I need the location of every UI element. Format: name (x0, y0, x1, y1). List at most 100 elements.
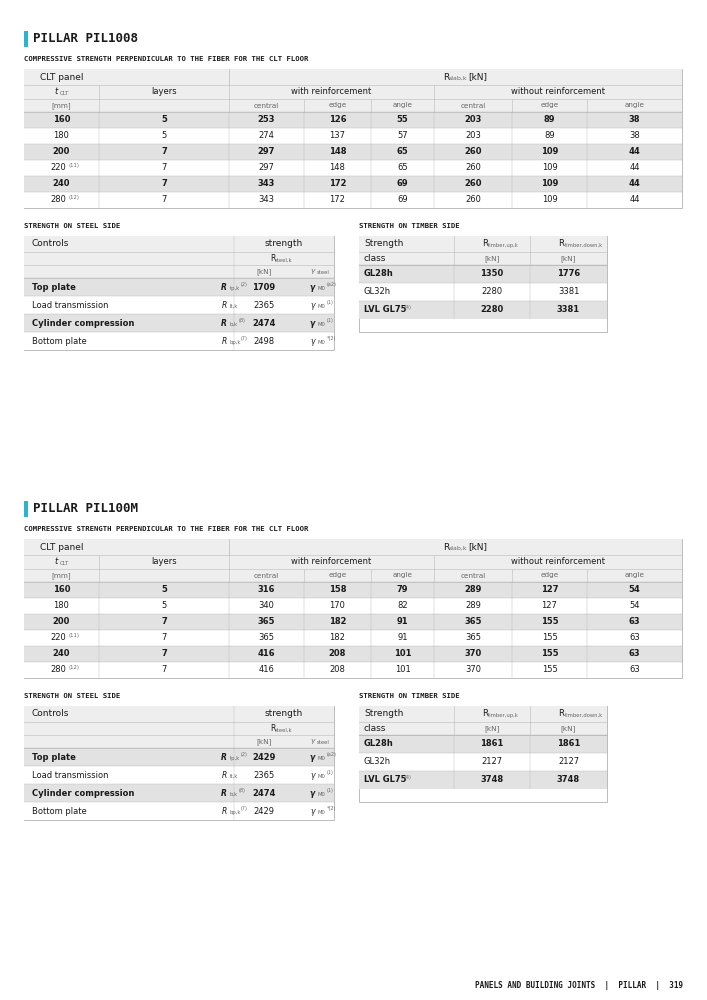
Text: *(2): *(2) (327, 336, 337, 341)
Text: M0: M0 (317, 792, 325, 797)
Text: γ: γ (310, 282, 315, 292)
Text: COMPRESSIVE STRENGTH PERPENDICULAR TO THE FIBER FOR THE CLT FLOOR: COMPRESSIVE STRENGTH PERPENDICULAR TO TH… (24, 526, 308, 532)
Text: CLT panel: CLT panel (40, 73, 83, 82)
Bar (24, 662, 682, 678)
Text: PANELS AND BUILDING JOINTS  |  PILLAR  |  319: PANELS AND BUILDING JOINTS | PILLAR | 31… (475, 982, 683, 990)
Text: 82: 82 (397, 601, 408, 610)
Text: γ: γ (310, 788, 315, 798)
Bar (24, 144, 682, 160)
Text: 38: 38 (629, 115, 641, 124)
Text: 200: 200 (53, 147, 70, 156)
Text: 220: 220 (51, 634, 66, 643)
Text: 343: 343 (259, 196, 274, 205)
Bar (24, 646, 682, 662)
Text: 274: 274 (259, 131, 274, 140)
Text: (1): (1) (327, 300, 334, 305)
Text: 148: 148 (329, 147, 346, 156)
Text: 137: 137 (329, 131, 346, 140)
Text: 182: 182 (329, 617, 346, 626)
Bar (24, 128, 682, 144)
Text: 343: 343 (258, 180, 275, 188)
Text: 5: 5 (161, 115, 167, 124)
Text: 155: 155 (541, 650, 559, 658)
Text: R: R (222, 770, 227, 780)
Text: 172: 172 (329, 180, 346, 188)
Text: CLT: CLT (59, 91, 69, 96)
Text: Top plate: Top plate (32, 752, 76, 762)
Bar (24, 598, 682, 614)
Text: Load transmission: Load transmission (32, 300, 108, 310)
Text: 260: 260 (465, 163, 481, 172)
Text: Bottom plate: Bottom plate (32, 806, 87, 816)
Text: 160: 160 (53, 585, 70, 594)
Text: bp,k: bp,k (230, 810, 242, 815)
Bar (229, 539, 682, 555)
Text: strength: strength (265, 239, 303, 248)
Bar (24, 236, 334, 252)
Text: 3748: 3748 (557, 776, 580, 784)
Text: 109: 109 (542, 196, 557, 205)
Text: t: t (54, 558, 57, 566)
Text: 3381: 3381 (557, 306, 580, 314)
Text: GL28h: GL28h (364, 740, 394, 748)
Text: 89: 89 (544, 115, 555, 124)
Text: R: R (443, 73, 450, 82)
Text: M0: M0 (317, 774, 325, 779)
Text: STRENGTH ON TIMBER SIDE: STRENGTH ON TIMBER SIDE (359, 223, 460, 229)
Text: CLT panel: CLT panel (40, 542, 83, 552)
Text: 89: 89 (544, 131, 555, 140)
Bar (24, 314, 334, 332)
Text: 203: 203 (464, 115, 481, 124)
Text: edge: edge (540, 572, 559, 578)
Text: 289: 289 (465, 601, 481, 610)
Text: R: R (222, 336, 227, 346)
Text: slab,k: slab,k (448, 546, 467, 551)
Text: strength: strength (265, 710, 303, 718)
Text: tp,k: tp,k (230, 286, 240, 291)
Text: angle: angle (624, 572, 645, 578)
Text: 280: 280 (51, 666, 66, 674)
Text: 5: 5 (161, 585, 167, 594)
Text: PILLAR PIL100M: PILLAR PIL100M (33, 502, 138, 514)
Text: *(2): *(2) (327, 806, 337, 811)
Text: γ: γ (310, 752, 315, 762)
Text: M0: M0 (317, 340, 325, 345)
Text: [mm]: [mm] (52, 572, 71, 579)
Text: 208: 208 (329, 650, 346, 658)
Text: 69: 69 (397, 196, 408, 205)
Text: 1709: 1709 (252, 282, 276, 292)
Bar (24, 160, 682, 176)
Text: (12): (12) (69, 664, 79, 670)
Bar (24, 735, 334, 748)
Text: R: R (270, 724, 275, 733)
Bar (24, 296, 334, 314)
Bar (24, 722, 334, 735)
Text: (7): (7) (241, 806, 248, 811)
Text: Strength: Strength (364, 710, 404, 718)
Text: M0: M0 (317, 756, 325, 761)
Text: R: R (559, 239, 564, 248)
Text: 57: 57 (397, 131, 408, 140)
Text: 7: 7 (161, 180, 167, 188)
Text: steel: steel (317, 270, 330, 275)
Text: (2): (2) (241, 282, 248, 287)
Text: timber,up,k: timber,up,k (488, 243, 519, 248)
Text: 416: 416 (259, 666, 274, 674)
Text: 208: 208 (329, 666, 346, 674)
Bar (359, 706, 607, 722)
Text: timber,up,k: timber,up,k (488, 713, 519, 718)
Bar (24, 706, 334, 722)
Text: 7: 7 (161, 617, 167, 626)
Text: 260: 260 (465, 196, 481, 205)
Text: 54: 54 (629, 601, 640, 610)
Text: 155: 155 (542, 634, 557, 643)
Text: 1861: 1861 (557, 740, 580, 748)
Bar (359, 753, 607, 771)
Text: 65: 65 (397, 163, 408, 172)
Text: Strength: Strength (364, 239, 404, 248)
Text: (1): (1) (327, 770, 334, 775)
Text: STRENGTH ON TIMBER SIDE: STRENGTH ON TIMBER SIDE (359, 693, 460, 699)
Bar (24, 278, 334, 296)
Text: tp,k: tp,k (230, 756, 240, 761)
Text: 370: 370 (465, 666, 481, 674)
